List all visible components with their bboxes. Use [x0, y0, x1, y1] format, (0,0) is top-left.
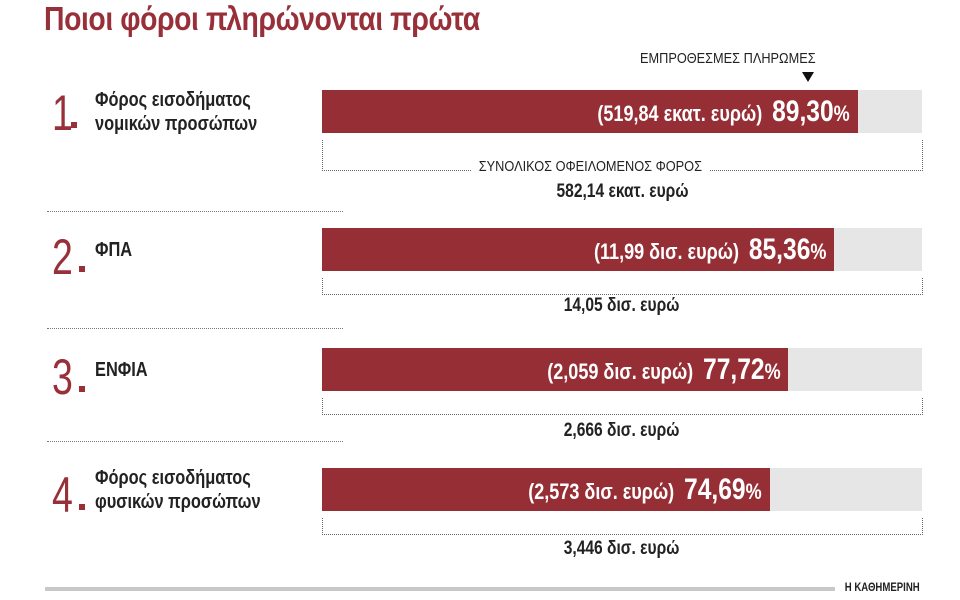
percent-sign: %: [833, 101, 850, 126]
footer-divider: [45, 587, 835, 591]
paid-amount: (11,99 δισ. ευρώ): [593, 239, 739, 264]
total-owed-value: 14,05 δισ. ευρώ: [322, 295, 922, 317]
category-label: Φόρος εισοδήματος φυσικών προσώπων: [95, 466, 261, 514]
bar-track: (11,99 δισ. ευρώ) 85,36%: [322, 228, 922, 271]
category-label-line: νομικών προσώπων: [95, 113, 258, 135]
total-owed-value: 2,666 δισ. ευρώ: [322, 420, 922, 442]
row-separator: [47, 211, 343, 212]
bar-data-label: (11,99 δισ. ευρώ) 85,36%: [594, 228, 826, 271]
category-label-line: Φόρος εισοδήματος: [95, 467, 251, 489]
rank-number: 3: [52, 349, 73, 405]
bar-fill: (519,84 εκατ. ευρώ) 89,30%: [322, 90, 858, 133]
rank-dot: [79, 266, 85, 272]
percent-sign: %: [810, 239, 827, 264]
on-time-payments-label: ΕΜΠΡΟΘΕΣΜΕΣ ΠΛΗΡΩΜΕΣ: [640, 50, 816, 67]
category-label-line: ΦΠΑ: [95, 239, 133, 261]
category-label-line: φυσικών προσώπων: [95, 491, 261, 513]
bar-track: (519,84 εκατ. ευρώ) 89,30%: [322, 90, 922, 133]
category-label-line: ΕΝΦΙΑ: [95, 359, 148, 381]
percent-value: 77,72: [702, 353, 765, 386]
rank-dot: [79, 386, 85, 392]
row-separator: [47, 441, 343, 442]
bar-data-label: (2,573 δισ. ευρώ) 74,69%: [529, 468, 762, 511]
total-owed-text: 14,05 δισ. ευρώ: [564, 295, 680, 316]
total-owed-text: 582,14 εκατ. ευρώ: [555, 181, 688, 202]
percent-value: 85,36: [748, 233, 811, 266]
paid-amount: (2,059 δισ. ευρώ): [546, 359, 693, 384]
total-bracket: [322, 398, 923, 415]
total-owed-value: 3,446 δισ. ευρώ: [322, 538, 922, 560]
row-separator: [47, 328, 343, 329]
total-owed-label: ΣΥΝΟΛΙΚΟΣ ΟΦΕΙΛΟΜΕΝΟΣ ΦΟΡΟΣ: [472, 158, 709, 175]
percent-sign: %: [764, 359, 781, 384]
bar-data-label: (2,059 δισ. ευρώ) 77,72%: [547, 348, 780, 391]
paid-amount: (2,573 δισ. ευρώ): [528, 479, 675, 504]
total-bracket: [322, 278, 923, 295]
bar-track: (2,059 δισ. ευρώ) 77,72%: [322, 348, 922, 391]
rank-number: 4: [52, 467, 73, 523]
rank-number: 2: [52, 229, 73, 285]
total-owed-text: 2,666 δισ. ευρώ: [564, 420, 680, 441]
bar-track: (2,573 δισ. ευρώ) 74,69%: [322, 468, 922, 511]
bar-data-label: (519,84 εκατ. ευρώ) 89,30%: [597, 90, 849, 133]
rank-dot: [71, 122, 77, 128]
category-label: Φόρος εισοδήματος νομικών προσώπων: [95, 88, 257, 136]
category-label-line: Φόρος εισοδήματος: [95, 89, 251, 111]
total-owed-value: 582,14 εκατ. ευρώ: [322, 181, 922, 203]
category-label: ΕΝΦΙΑ: [95, 358, 148, 382]
bar-fill: (2,059 δισ. ευρώ) 77,72%: [322, 348, 789, 391]
triangle-down-icon: [802, 72, 814, 82]
category-label: ΦΠΑ: [95, 238, 132, 262]
chart-title: Ποιοι φόροι πληρώνονται πρώτα: [44, 0, 480, 37]
bar-fill: (2,573 δισ. ευρώ) 74,69%: [322, 468, 771, 511]
total-bracket: [322, 518, 923, 535]
rank-dot: [79, 504, 85, 510]
brand-logo: Η ΚΑΘΗΜΕΡΙΝΗ: [845, 580, 920, 594]
bar-fill: (11,99 δισ. ευρώ) 85,36%: [322, 228, 835, 271]
paid-amount: (519,84 εκατ. ευρώ): [597, 101, 763, 126]
percent-sign: %: [746, 479, 763, 504]
total-owed-text: 3,446 δισ. ευρώ: [564, 538, 680, 559]
percent-value: 74,69: [684, 473, 747, 506]
rank-number: 1: [52, 85, 73, 141]
percent-value: 89,30: [772, 95, 834, 128]
